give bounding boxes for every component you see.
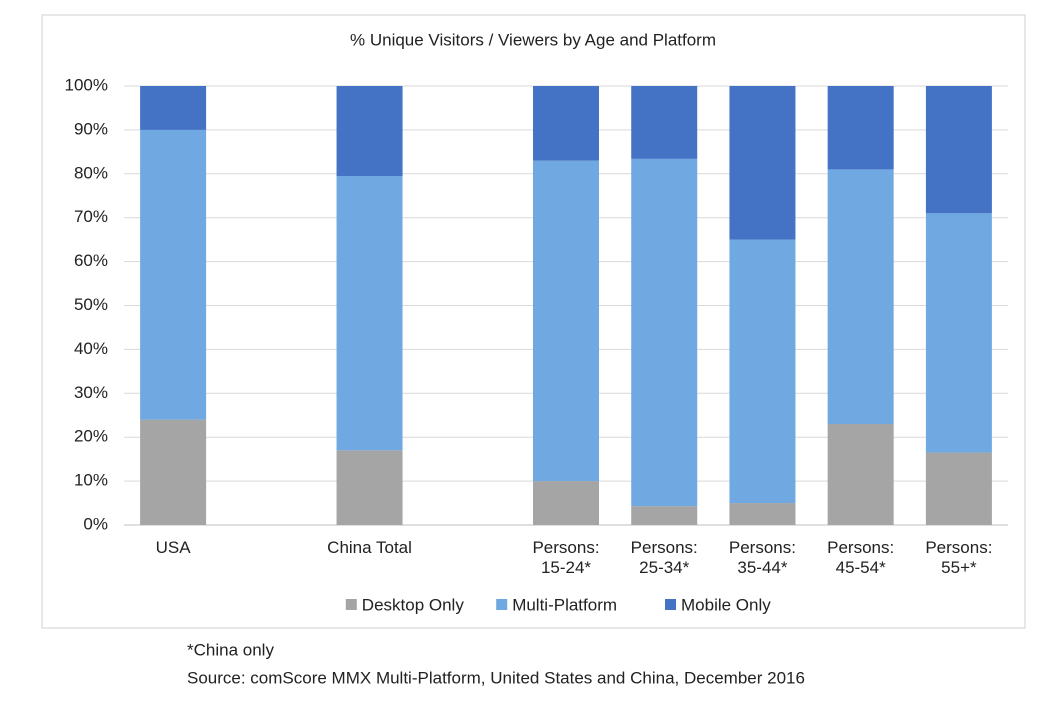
- y-tick-label: 0%: [83, 514, 108, 533]
- bar-segment: [533, 86, 599, 161]
- x-tick-label: Persons: 35-44*: [729, 538, 796, 577]
- bar-segment: [729, 86, 796, 240]
- y-tick-label: 10%: [74, 471, 108, 490]
- bar-segment: [533, 160, 599, 482]
- x-tick-label: Persons: 15-24*: [532, 538, 599, 577]
- bar-segment: [729, 239, 796, 504]
- x-tick-label: Persons: 45-54*: [827, 538, 894, 577]
- x-tick-label: China Total: [327, 538, 412, 557]
- y-tick-label: 90%: [74, 119, 108, 138]
- bar-segment: [729, 503, 796, 525]
- bar-segment: [631, 158, 698, 507]
- bar-segment: [925, 86, 992, 214]
- bar-segment: [827, 169, 894, 425]
- x-tick-label: USA: [156, 538, 192, 557]
- bar-segment: [336, 86, 403, 176]
- bar-segment: [631, 506, 698, 525]
- y-tick-label: 70%: [74, 207, 108, 226]
- y-tick-label: 80%: [74, 163, 108, 182]
- source: Source: comScore MMX Multi-Platform, Uni…: [187, 668, 805, 687]
- bar-segment: [925, 452, 992, 525]
- y-tick-label: 100%: [65, 75, 108, 94]
- y-tick-label: 50%: [74, 295, 108, 314]
- bar-segment: [827, 424, 894, 525]
- bar-segment: [140, 86, 207, 130]
- y-tick-label: 30%: [74, 383, 108, 402]
- y-tick-label: 60%: [74, 251, 108, 270]
- legend-label: Desktop Only: [362, 595, 465, 614]
- legend-swatch: [665, 599, 676, 610]
- bar-segment: [336, 175, 403, 451]
- bar-segment: [140, 129, 207, 420]
- legend-label: Multi-Platform: [512, 595, 617, 614]
- legend-swatch: [345, 599, 357, 610]
- bar-segment: [827, 86, 894, 170]
- y-tick-label: 40%: [74, 339, 108, 358]
- x-tick-label: Persons: 55+*: [925, 538, 992, 577]
- legend-label: Mobile Only: [681, 595, 771, 614]
- bar-segment: [336, 450, 403, 525]
- legend-swatch: [496, 599, 508, 610]
- footnote: *China only: [187, 640, 274, 659]
- bar-segment: [140, 419, 207, 525]
- chart-title: % Unique Visitors / Viewers by Age and P…: [350, 30, 716, 49]
- bar-segment: [925, 213, 992, 453]
- bar-segment: [631, 86, 698, 159]
- y-tick-label: 20%: [74, 427, 108, 446]
- x-tick-label: Persons: 25-34*: [631, 538, 698, 577]
- bar-segment: [533, 481, 599, 525]
